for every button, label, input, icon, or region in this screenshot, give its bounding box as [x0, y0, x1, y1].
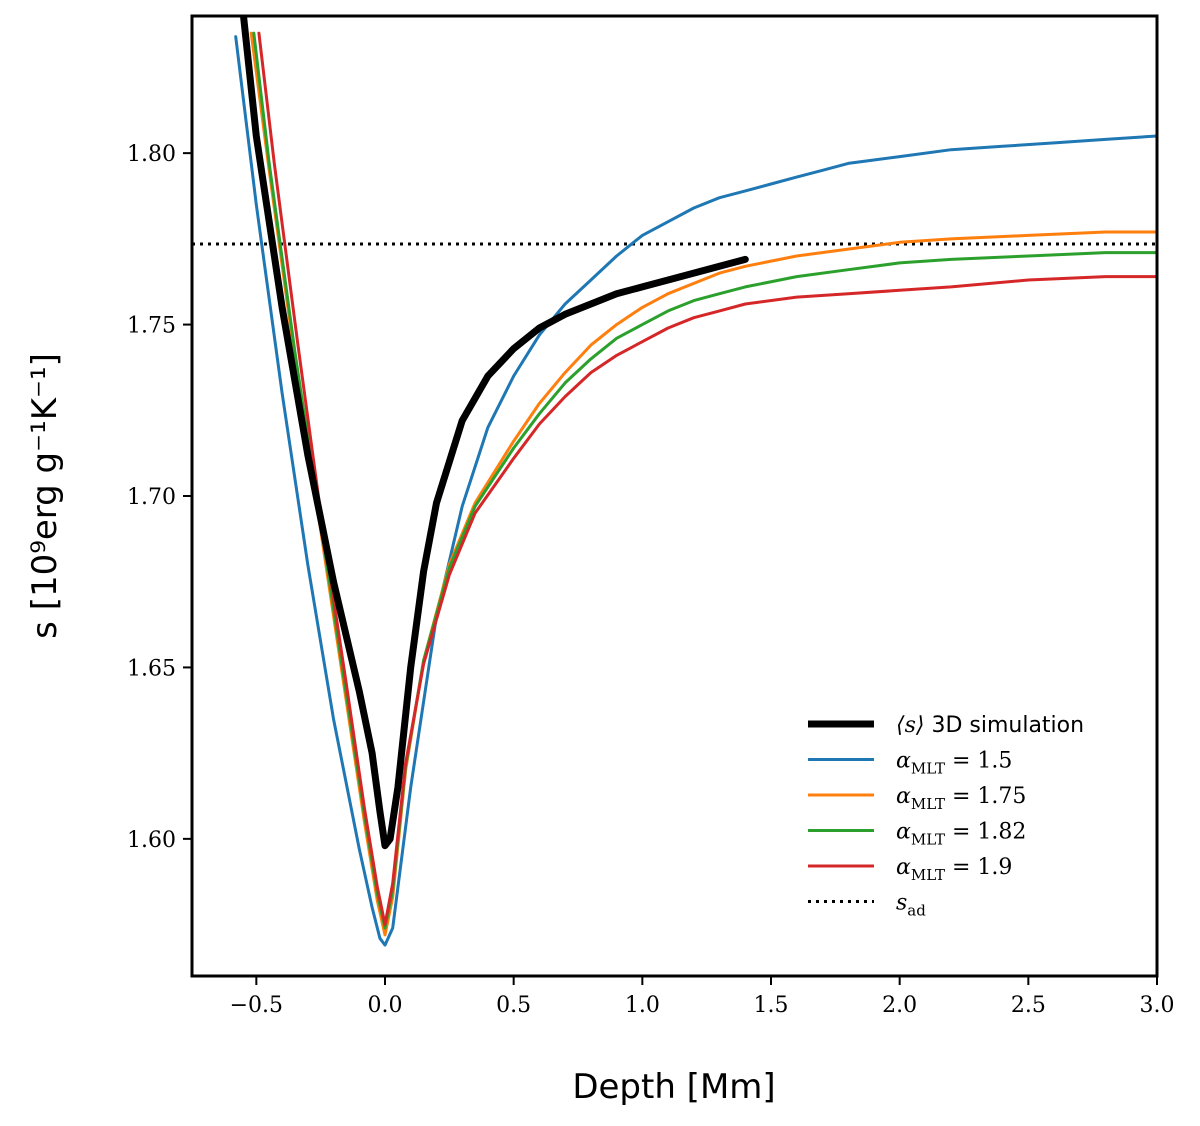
y-axis-label: s [10⁹erg g⁻¹K⁻¹]	[25, 353, 65, 639]
y-tick-label: 1.65	[127, 656, 176, 681]
x-tick-label: 2.0	[882, 993, 917, 1018]
legend-label: αMLT = 1.5	[896, 749, 1012, 778]
x-axis: −0.5 0.0 0.5 1.0 1.5 2.0 2.5 3.0	[230, 976, 1175, 1018]
x-tick-label: 0.5	[496, 993, 531, 1018]
legend-label: ⟨s⟩ 3D simulation	[896, 713, 1084, 738]
x-tick-label: −0.5	[230, 993, 283, 1018]
x-tick-label: 1.0	[625, 993, 660, 1018]
series-line-1	[234, 35, 1157, 947]
plot-area	[192, 16, 1157, 947]
y-axis: 1.60 1.65 1.70 1.75 1.80	[127, 142, 192, 853]
series-line-4	[257, 31, 1157, 927]
legend-label: αMLT = 1.82	[896, 820, 1026, 849]
y-tick-label: 1.60	[127, 828, 176, 853]
legend-label: sad	[896, 891, 926, 920]
legend-item-5: sad	[808, 891, 926, 920]
legend-item-1: αMLT = 1.5	[808, 749, 1012, 778]
legend-item-4: αMLT = 1.9	[808, 855, 1012, 884]
legend: ⟨s⟩ 3D simulation αMLT = 1.5 αMLT = 1.75 αM…	[808, 713, 1084, 920]
y-tick-label: 1.70	[127, 485, 176, 510]
x-axis-label: Depth [Mm]	[572, 1067, 775, 1107]
y-tick-label: 1.75	[127, 314, 176, 339]
legend-label: αMLT = 1.75	[896, 784, 1026, 813]
x-tick-label: 3.0	[1140, 993, 1175, 1018]
x-tick-label: 0.0	[368, 993, 403, 1018]
legend-item-3: αMLT = 1.82	[808, 820, 1026, 849]
legend-item-0: ⟨s⟩ 3D simulation	[808, 713, 1084, 738]
x-tick-label: 2.5	[1011, 993, 1046, 1018]
y-tick-label: 1.80	[127, 142, 176, 167]
legend-item-2: αMLT = 1.75	[808, 784, 1026, 813]
x-tick-label: 1.5	[754, 993, 789, 1018]
legend-label: αMLT = 1.9	[896, 855, 1012, 884]
series-line-0	[240, 16, 749, 850]
